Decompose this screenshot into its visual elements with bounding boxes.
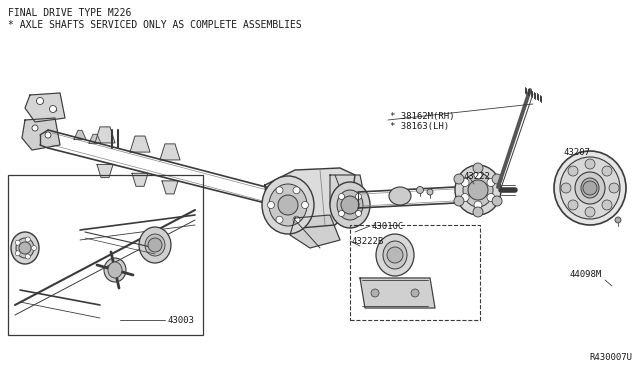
Bar bbox=[350, 225, 480, 320]
Circle shape bbox=[49, 106, 56, 112]
Circle shape bbox=[411, 289, 419, 297]
Circle shape bbox=[36, 97, 44, 105]
Text: 43222B: 43222B bbox=[352, 237, 384, 246]
Circle shape bbox=[148, 238, 162, 252]
Ellipse shape bbox=[554, 151, 626, 225]
Circle shape bbox=[26, 237, 30, 242]
Text: FINAL DRIVE TYPE M226: FINAL DRIVE TYPE M226 bbox=[8, 8, 131, 18]
Polygon shape bbox=[160, 144, 180, 160]
Circle shape bbox=[473, 163, 483, 173]
Circle shape bbox=[387, 247, 403, 263]
Circle shape bbox=[474, 171, 482, 179]
Circle shape bbox=[492, 174, 502, 184]
Circle shape bbox=[268, 202, 275, 208]
Ellipse shape bbox=[581, 178, 599, 198]
Circle shape bbox=[461, 179, 469, 186]
Bar bbox=[8, 175, 203, 335]
Ellipse shape bbox=[139, 227, 171, 263]
Circle shape bbox=[427, 189, 433, 195]
Ellipse shape bbox=[389, 187, 411, 205]
Circle shape bbox=[487, 193, 495, 202]
Circle shape bbox=[32, 125, 38, 131]
Ellipse shape bbox=[376, 234, 414, 276]
Circle shape bbox=[276, 187, 283, 194]
Text: 44098M: 44098M bbox=[570, 270, 602, 279]
Circle shape bbox=[301, 202, 308, 208]
Circle shape bbox=[278, 195, 298, 215]
Ellipse shape bbox=[145, 234, 165, 256]
Ellipse shape bbox=[16, 238, 34, 258]
Circle shape bbox=[583, 181, 597, 195]
Polygon shape bbox=[162, 181, 178, 194]
Circle shape bbox=[45, 132, 51, 138]
Polygon shape bbox=[74, 130, 86, 140]
Ellipse shape bbox=[330, 182, 370, 228]
Ellipse shape bbox=[262, 176, 314, 234]
Circle shape bbox=[15, 240, 20, 245]
Ellipse shape bbox=[108, 262, 122, 278]
Text: R430007U: R430007U bbox=[589, 353, 632, 362]
Text: 43003: 43003 bbox=[168, 316, 195, 325]
Circle shape bbox=[461, 193, 469, 202]
Text: * AXLE SHAFTS SERVICED ONLY AS COMPLETE ASSEMBLIES: * AXLE SHAFTS SERVICED ONLY AS COMPLETE … bbox=[8, 20, 301, 30]
Polygon shape bbox=[130, 136, 150, 152]
Circle shape bbox=[568, 200, 578, 210]
Ellipse shape bbox=[383, 241, 407, 269]
Ellipse shape bbox=[269, 184, 307, 226]
Text: * 38162M(RH): * 38162M(RH) bbox=[390, 112, 454, 121]
Circle shape bbox=[339, 193, 344, 199]
Circle shape bbox=[293, 187, 300, 194]
Circle shape bbox=[339, 211, 344, 217]
Text: 43010C: 43010C bbox=[372, 222, 404, 231]
Circle shape bbox=[15, 251, 20, 256]
Circle shape bbox=[355, 193, 362, 199]
Circle shape bbox=[602, 166, 612, 176]
Circle shape bbox=[487, 179, 495, 186]
Circle shape bbox=[293, 216, 300, 223]
Circle shape bbox=[468, 180, 488, 200]
Ellipse shape bbox=[463, 173, 493, 207]
Ellipse shape bbox=[104, 258, 126, 282]
Circle shape bbox=[454, 196, 464, 206]
Circle shape bbox=[474, 201, 482, 209]
Circle shape bbox=[417, 186, 424, 193]
Polygon shape bbox=[95, 127, 115, 143]
Ellipse shape bbox=[11, 232, 39, 264]
Circle shape bbox=[609, 183, 619, 193]
Circle shape bbox=[19, 242, 31, 254]
Circle shape bbox=[276, 216, 283, 223]
Ellipse shape bbox=[455, 165, 501, 215]
Text: 43207: 43207 bbox=[564, 148, 591, 157]
Text: * 38163(LH): * 38163(LH) bbox=[390, 122, 449, 131]
Polygon shape bbox=[290, 215, 340, 248]
Circle shape bbox=[371, 289, 379, 297]
Ellipse shape bbox=[337, 190, 363, 220]
Circle shape bbox=[454, 174, 464, 184]
Circle shape bbox=[473, 207, 483, 217]
Polygon shape bbox=[22, 118, 60, 150]
Polygon shape bbox=[330, 175, 365, 215]
Circle shape bbox=[585, 159, 595, 169]
Circle shape bbox=[561, 183, 571, 193]
Circle shape bbox=[585, 207, 595, 217]
Circle shape bbox=[341, 196, 359, 214]
Polygon shape bbox=[89, 134, 101, 143]
Circle shape bbox=[602, 200, 612, 210]
Circle shape bbox=[568, 166, 578, 176]
Polygon shape bbox=[97, 164, 113, 177]
Circle shape bbox=[355, 211, 362, 217]
Circle shape bbox=[26, 254, 30, 259]
Ellipse shape bbox=[560, 157, 620, 219]
Polygon shape bbox=[25, 93, 65, 122]
Circle shape bbox=[615, 217, 621, 223]
Polygon shape bbox=[360, 278, 435, 308]
Polygon shape bbox=[132, 173, 148, 186]
Ellipse shape bbox=[575, 172, 605, 204]
Circle shape bbox=[492, 196, 502, 206]
Circle shape bbox=[31, 246, 36, 250]
Polygon shape bbox=[265, 168, 355, 228]
Text: 43222: 43222 bbox=[464, 172, 491, 181]
